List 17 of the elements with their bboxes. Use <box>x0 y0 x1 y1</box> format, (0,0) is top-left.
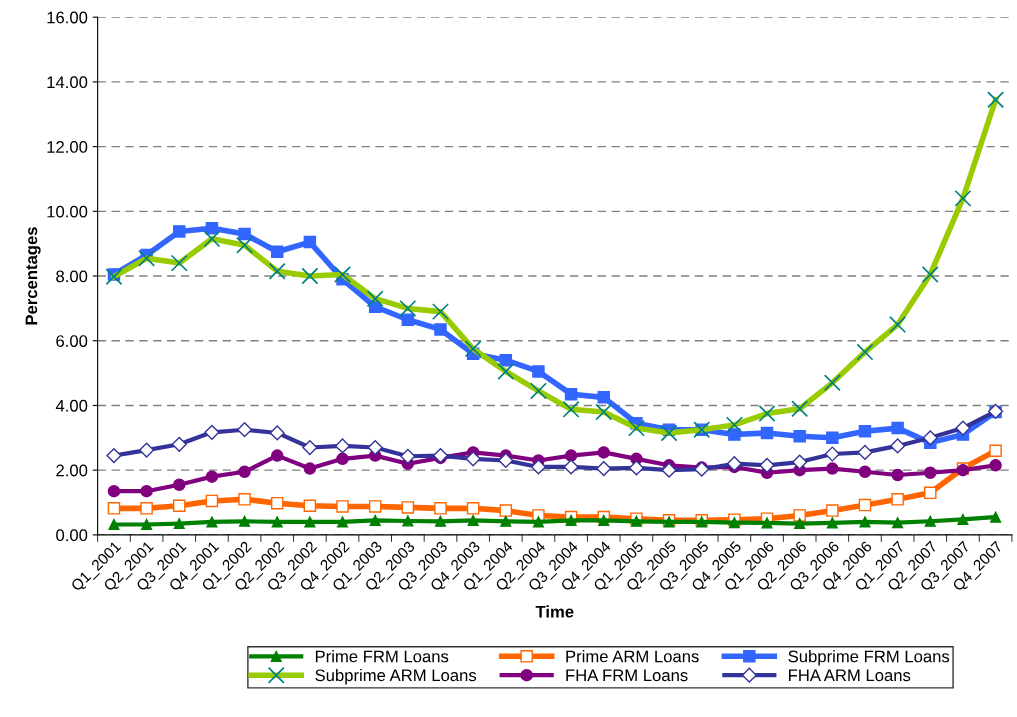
legend-label: Prime ARM Loans <box>566 650 699 663</box>
legend-label: FHA ARM Loans <box>789 669 911 682</box>
y-tick-label: 2.00 <box>56 464 88 477</box>
y-tick-label: 10.00 <box>47 205 88 218</box>
y-tick-label: 14.00 <box>47 76 88 89</box>
y-tick-label: 6.00 <box>56 335 88 347</box>
legend-label: Prime FRM Loans <box>315 650 449 663</box>
x-axis-title: Time <box>535 605 574 618</box>
y-tick-label: 8.00 <box>56 270 88 283</box>
legend-label: Subprime ARM Loans <box>315 668 477 685</box>
legend-label: FHA FRM Loans <box>566 669 688 682</box>
legend-label: Subprime FRM Loans <box>788 650 950 666</box>
y-tick-label: 4.00 <box>55 399 88 412</box>
y-axis-title: Percentages <box>25 227 41 325</box>
y-tick-label: 0.00 <box>56 529 88 542</box>
y-tick-label: 12.00 <box>47 141 88 153</box>
y-tick-label: 16.00 <box>47 11 88 24</box>
